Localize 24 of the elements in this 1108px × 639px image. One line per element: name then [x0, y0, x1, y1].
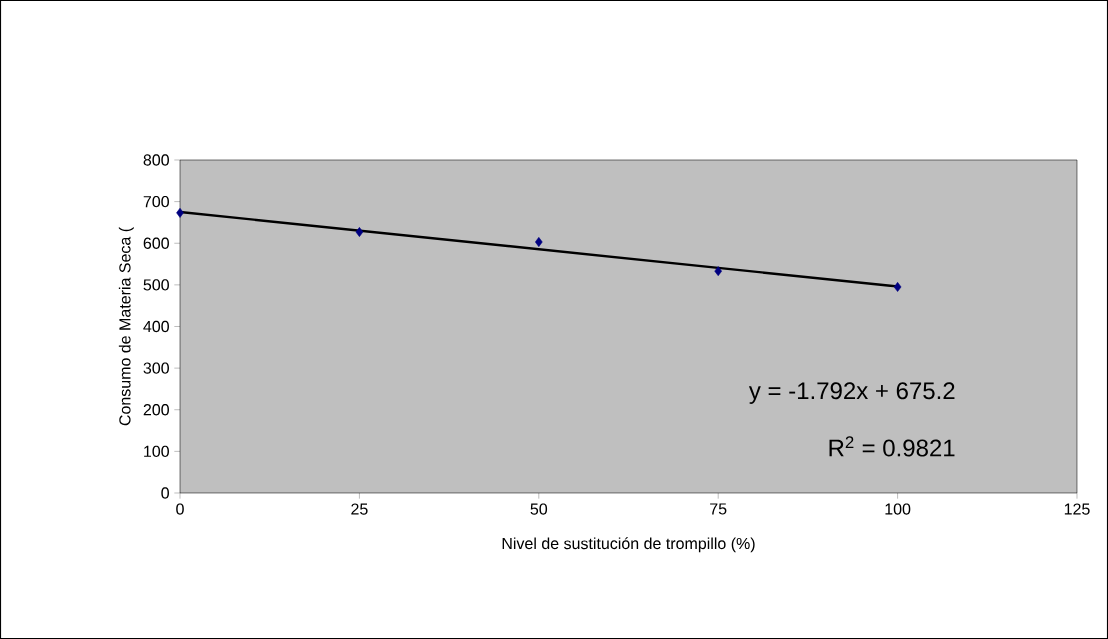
- point: [355, 227, 364, 237]
- y-tick-label: 300: [143, 362, 169, 374]
- point: [714, 266, 722, 277]
- point: [176, 207, 184, 218]
- y-tick-label: 500: [143, 279, 169, 291]
- y-tick-label: 200: [143, 404, 169, 416]
- y-tick-label: 600: [143, 237, 169, 249]
- point: [893, 282, 902, 292]
- x-tick-label: 100: [885, 503, 911, 515]
- y-tick-label: 100: [144, 445, 169, 458]
- annotation: R$^{2}$ = 0.9821: [829, 436, 955, 457]
- annotation: y = -1.792x + 675.2: [748, 382, 955, 404]
- point: [535, 237, 543, 247]
- x-axis-title: Nivel de sustitución de trompillo (%): [502, 537, 755, 553]
- x-tick-label: 75: [710, 503, 727, 515]
- y-tick-label: 400: [143, 320, 169, 333]
- x-tick-label: 0: [176, 503, 184, 515]
- y-axis-title: Consumo de Materia Seca (: [118, 227, 134, 426]
- x-tick-label: 25: [351, 503, 368, 515]
- y-tick-label: 800: [143, 154, 169, 166]
- x-tick-label: 125: [1064, 503, 1090, 515]
- x-tick-label: 50: [530, 503, 548, 515]
- y-tick-label: 700: [143, 195, 169, 208]
- y-tick-label: 0: [161, 487, 169, 499]
